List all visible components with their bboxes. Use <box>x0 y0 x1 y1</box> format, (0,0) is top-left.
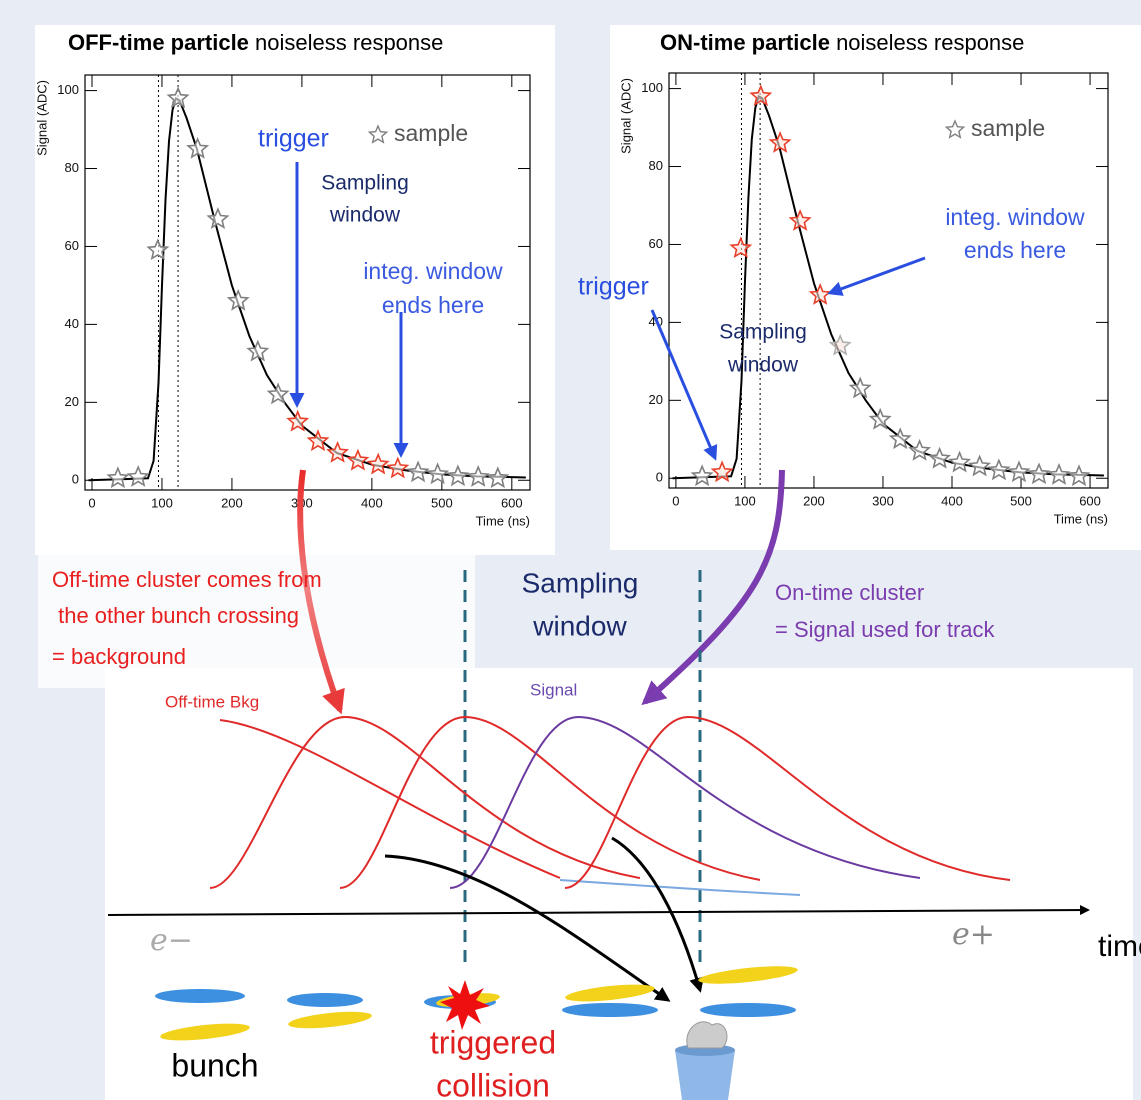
y-tick-label: 100 <box>641 80 663 95</box>
y-tick-label: 100 <box>57 82 79 97</box>
title-rest: noiseless response <box>255 30 443 55</box>
legend-label: sample <box>971 115 1045 141</box>
title-bold: OFF-time particle <box>68 30 249 55</box>
title-bold: ON-time particle <box>660 30 830 55</box>
x-tick-label: 500 <box>1010 493 1032 508</box>
annotation: integ. window <box>363 258 503 284</box>
note: the other bunch crossing <box>52 603 299 628</box>
annotation: integ. window <box>945 204 1085 230</box>
y-tick-label: 20 <box>65 394 79 409</box>
x-tick-label: 0 <box>672 493 679 508</box>
y-tick-label: 80 <box>65 160 79 175</box>
note: window <box>532 610 627 641</box>
y-tick-label: 80 <box>649 158 663 173</box>
y-tick-label: 60 <box>649 236 663 251</box>
x-axis-label: Time (ns) <box>1054 511 1108 526</box>
annotation: Sampling <box>719 321 807 344</box>
x-tick-label: 600 <box>501 495 523 510</box>
x-tick-label: 200 <box>221 495 243 510</box>
annotation: window <box>329 204 401 227</box>
label: Off-time Bkg <box>165 692 259 711</box>
x-tick-label: 100 <box>151 495 173 510</box>
bunch <box>562 1003 658 1017</box>
x-tick-label: 500 <box>431 495 453 510</box>
y-tick-label: 60 <box>65 238 79 253</box>
bunch <box>700 1003 796 1017</box>
legend-label: sample <box>394 120 468 146</box>
can-trash <box>687 1022 727 1048</box>
annotation: window <box>727 354 799 377</box>
x-tick-label: 100 <box>734 493 756 508</box>
x-tick-label: 0 <box>88 495 95 510</box>
annotation: ends here <box>382 292 484 318</box>
figure: OFF-time particle noiseless response ON-… <box>0 0 1141 1100</box>
label: Signal <box>530 680 577 699</box>
x-tick-label: 200 <box>803 493 825 508</box>
annotation: trigger <box>258 125 329 153</box>
note: Off-time cluster comes from <box>52 567 322 592</box>
label: time <box>1098 930 1141 963</box>
annotation: trigger <box>578 273 649 301</box>
annotation: ends here <box>964 237 1066 263</box>
y-tick-label: 0 <box>656 470 663 485</box>
x-tick-label: 300 <box>872 493 894 508</box>
note: = Signal used for track <box>775 617 996 642</box>
label: bunch <box>171 1047 258 1083</box>
chart-title: OFF-time particle noiseless response <box>68 30 443 55</box>
y-axis-label: Signal (ADC) <box>618 78 633 154</box>
chart-title: ON-time particle noiseless response <box>660 30 1024 55</box>
label: collision <box>436 1067 550 1100</box>
title-rest: noiseless response <box>836 30 1024 55</box>
y-tick-label: 40 <box>65 316 79 331</box>
note: On-time cluster <box>775 580 924 605</box>
page: {"chart_data": [ {"type": "line", "title… <box>0 0 1141 1100</box>
can-body <box>675 1050 735 1100</box>
label: e− <box>150 923 193 958</box>
y-tick-label: 0 <box>72 472 79 487</box>
bunch <box>155 989 245 1003</box>
label: triggered <box>430 1024 556 1060</box>
x-tick-label: 600 <box>1079 493 1101 508</box>
annotation: Sampling <box>321 172 409 195</box>
y-axis-label: Signal (ADC) <box>34 80 49 156</box>
y-tick-label: 20 <box>649 392 663 407</box>
x-tick-label: 400 <box>361 495 383 510</box>
x-axis-label: Time (ns) <box>476 513 530 528</box>
bunch <box>287 993 363 1007</box>
x-tick-label: 400 <box>941 493 963 508</box>
note: Sampling <box>522 567 639 598</box>
note: = background <box>52 644 186 669</box>
label: e+ <box>952 917 995 952</box>
